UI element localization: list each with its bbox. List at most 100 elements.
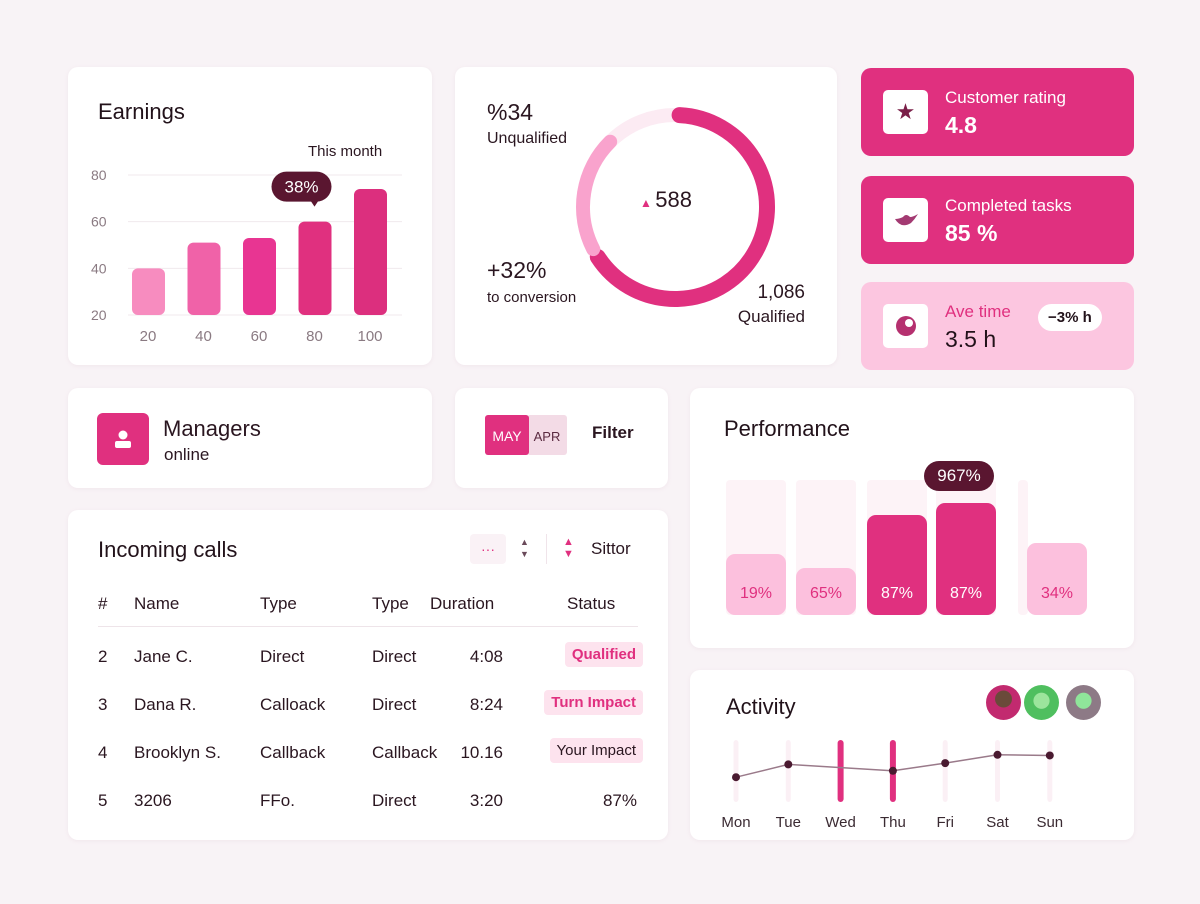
table-cell: 4:08	[469, 647, 503, 666]
apr-tag[interactable]: APR	[527, 415, 567, 455]
table-cell: Direct	[372, 647, 417, 666]
activity-point	[941, 759, 950, 768]
col-header[interactable]: Type	[260, 594, 297, 613]
performance-bar[interactable]: 19%	[726, 554, 786, 615]
activity-column	[942, 740, 948, 802]
y-tick-label: 80	[91, 167, 107, 183]
stat-customer-rating[interactable]: ★ Customer rating 4.8	[861, 68, 1134, 156]
stat-label: Completed tasks	[945, 196, 1072, 215]
delta-value: +32%	[487, 257, 547, 283]
calls-title: Incoming calls	[98, 537, 238, 562]
status-badge: 87%	[602, 791, 637, 810]
activity-point	[784, 760, 793, 769]
activity-column	[785, 740, 791, 802]
more-button[interactable]: ···	[470, 534, 506, 564]
col-header: #	[98, 594, 108, 613]
managers-card[interactable]: Managers online	[68, 388, 432, 488]
sort-arrows-icon[interactable]: ▲ ▼	[520, 537, 529, 559]
managers-title: Managers	[163, 416, 261, 441]
incoming-calls-card: Incoming calls ··· ▲ ▼ ▲ ▼ Sittor # Name T…	[68, 510, 668, 840]
y-tick-label: 40	[91, 260, 107, 276]
earnings-bar	[354, 189, 387, 315]
table-cell: Direct	[372, 791, 417, 810]
filter-button[interactable]: APR MAY Filter	[455, 388, 668, 488]
activity-chart: Mon Tue Wed Thu Fri Sat Sun	[721, 740, 1063, 831]
performance-title: Performance	[724, 416, 850, 441]
x-tick-label: Mon	[721, 814, 750, 831]
y-tick-label: 60	[91, 214, 107, 230]
col-header[interactable]: Type	[372, 594, 409, 613]
star-icon: ★	[883, 90, 928, 134]
earnings-chart: 80 60 40 20 20 40 60 80 38% 100	[91, 167, 402, 345]
x-tick-label: 40	[195, 328, 212, 345]
divider	[546, 534, 547, 564]
stat-value: 85 %	[945, 220, 998, 246]
table-cell: 3206	[134, 791, 172, 810]
table-cell: 3:20	[469, 791, 503, 810]
moon-icon	[883, 304, 928, 348]
earnings-bar	[132, 268, 165, 315]
activity-point	[888, 766, 897, 775]
x-tick-label: 20	[140, 328, 157, 345]
avatar[interactable]	[986, 685, 1021, 720]
activity-column	[995, 740, 1000, 802]
earnings-card: Earnings This month 80 60 40 20 20 40 60 80 38% 1…	[68, 67, 432, 365]
center-value: 588	[655, 187, 692, 212]
earnings-title: Earnings	[98, 99, 185, 124]
avatar[interactable]	[1024, 685, 1059, 720]
activity-column	[1047, 740, 1053, 802]
x-tick-label: 80	[306, 328, 323, 345]
earnings-bar	[187, 242, 221, 315]
performance-bar[interactable]: 34%	[1027, 543, 1087, 615]
sort-icon[interactable]: ▲ ▼	[563, 536, 574, 560]
unqualified-label: Unqualified	[487, 130, 568, 147]
x-tick-label: Tue	[776, 814, 801, 831]
performance-card: Performance 19% 65% 87% 87% 967% 34%	[690, 388, 1134, 648]
performance-chart: 19% 65% 87% 87% 967% 34%	[690, 388, 1134, 648]
table-cell: 5	[98, 791, 108, 810]
stat-completed-tasks[interactable]: Completed tasks 85 %	[861, 176, 1134, 264]
col-header[interactable]: Name	[134, 594, 180, 613]
tooltip	[271, 171, 332, 202]
may-tag[interactable]: MAY	[485, 415, 529, 455]
performance-bar[interactable]: 87%	[867, 515, 927, 615]
table-cell: Calloack	[260, 695, 326, 714]
bird-icon	[883, 198, 928, 242]
up-triangle-icon: ▲	[640, 196, 656, 210]
col-header[interactable]: Duration	[430, 594, 495, 613]
activity-column	[733, 740, 739, 802]
x-tick-label: 60	[251, 328, 268, 345]
activity-line	[735, 754, 1050, 778]
sort-label[interactable]: Sittor	[591, 539, 631, 558]
delta-label: to conversion	[487, 289, 577, 306]
center-value-wrap: ▲ 588	[640, 187, 692, 213]
stat-value: 3.5 h	[945, 326, 997, 352]
col-header[interactable]: Status	[567, 594, 616, 613]
table-cell: 2	[98, 647, 108, 666]
x-tick-label: Wed	[825, 814, 856, 831]
header-divider	[98, 626, 638, 627]
performance-bar-track	[1018, 480, 1028, 615]
x-tick-label: 100	[357, 328, 382, 345]
qualified-label: Qualified	[737, 307, 805, 326]
stat-label: Ave time	[945, 302, 1011, 321]
avatar[interactable]	[1066, 685, 1101, 720]
x-tick-label: Sat	[986, 814, 1009, 831]
performance-bar[interactable]: 65%	[796, 567, 856, 615]
table-cell: 3	[98, 695, 108, 714]
performance-bar[interactable]: 87%	[936, 502, 996, 615]
table-cell: Callback	[260, 743, 326, 762]
activity-point	[732, 773, 740, 782]
x-tick-label: Sun	[1036, 814, 1063, 831]
status-badge: Turn Impact	[544, 690, 643, 715]
stat-label: Customer rating	[945, 88, 1066, 107]
table-cell: FFo.	[260, 791, 295, 810]
earnings-bar	[298, 221, 332, 315]
performance-tooltip: 967%	[924, 460, 994, 491]
filter-label: Filter	[592, 423, 634, 442]
activity-column	[837, 740, 844, 802]
stat-ave-time[interactable]: Ave time 3.5 h −3% h	[861, 282, 1134, 370]
table-cell: Dana R.	[134, 695, 197, 714]
table-cell: Brooklyn S.	[134, 743, 221, 762]
earnings-subtitle: This month	[308, 143, 383, 160]
